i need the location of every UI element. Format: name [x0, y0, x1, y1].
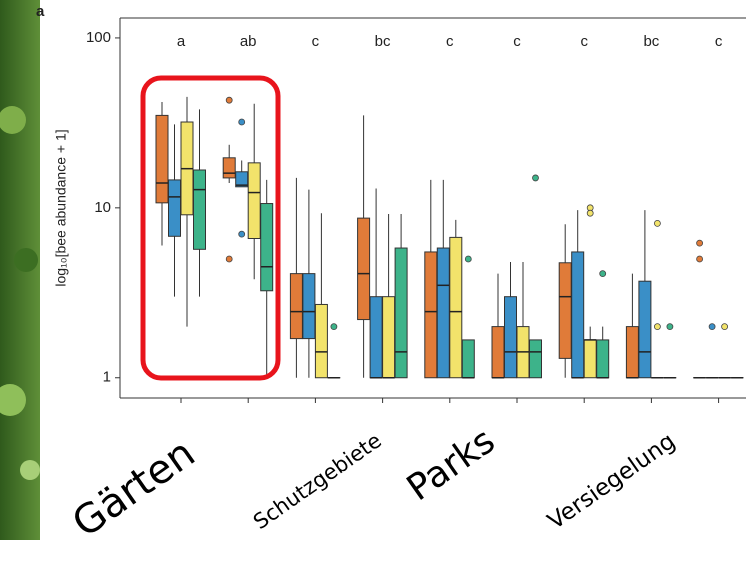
box [596, 339, 610, 379]
outlier [330, 323, 338, 331]
significance-letter: c [312, 33, 320, 50]
box [168, 179, 181, 237]
box [357, 217, 371, 321]
outlier [666, 323, 674, 331]
y-tick-label: 1 [103, 369, 111, 386]
outlier [654, 323, 661, 331]
box [369, 296, 383, 379]
outlier [225, 96, 233, 104]
box [558, 262, 572, 359]
box [260, 203, 274, 292]
box [289, 273, 303, 340]
outlier [708, 323, 716, 331]
box [424, 251, 438, 379]
y-tick-label: 10 [94, 199, 111, 216]
significance-letter: ab [240, 33, 257, 50]
highlight-frame [140, 75, 281, 381]
annotation: Gärten [64, 430, 203, 547]
box [571, 251, 585, 379]
box [449, 236, 463, 379]
box [625, 326, 639, 379]
significance-letter: c [446, 33, 454, 50]
outlier [586, 209, 594, 217]
annotation: Parks [400, 420, 503, 509]
foliage-leaf [14, 248, 38, 272]
annotation: Versiegelung [543, 428, 680, 535]
outlier [654, 219, 661, 227]
outlier [721, 323, 728, 331]
box [491, 326, 505, 379]
box [155, 114, 169, 204]
box [314, 303, 328, 379]
foliage-leaf [0, 384, 26, 416]
box [504, 296, 517, 379]
annotation: Schutzgebiete [249, 428, 386, 534]
outlier [464, 255, 472, 263]
box [247, 162, 261, 239]
box [583, 339, 597, 379]
box [222, 157, 236, 179]
outlier [696, 239, 703, 247]
y-tick-label: 100 [86, 29, 111, 46]
significance-letter: a [177, 33, 186, 50]
box [436, 247, 450, 379]
significance-letter: c [580, 33, 588, 50]
outlier [238, 118, 246, 126]
y-axis-label: log₁₀[bee abundance + 1] [53, 129, 69, 286]
significance-letter: bc [375, 33, 391, 50]
significance-letter: bc [643, 33, 659, 50]
outlier [225, 255, 233, 263]
box [461, 339, 475, 379]
foliage-leaf [0, 106, 26, 134]
outlier [696, 255, 703, 263]
panel-label: a [36, 3, 45, 20]
outlier [532, 174, 539, 182]
box [638, 280, 652, 379]
box [529, 339, 542, 379]
outlier [238, 230, 246, 238]
foliage-leaf [20, 460, 40, 480]
significance-letter: c [715, 33, 723, 50]
box [193, 169, 206, 250]
outlier [599, 270, 607, 278]
box [382, 296, 396, 379]
box [394, 247, 408, 379]
box [302, 273, 316, 340]
significance-letter: c [513, 33, 521, 50]
